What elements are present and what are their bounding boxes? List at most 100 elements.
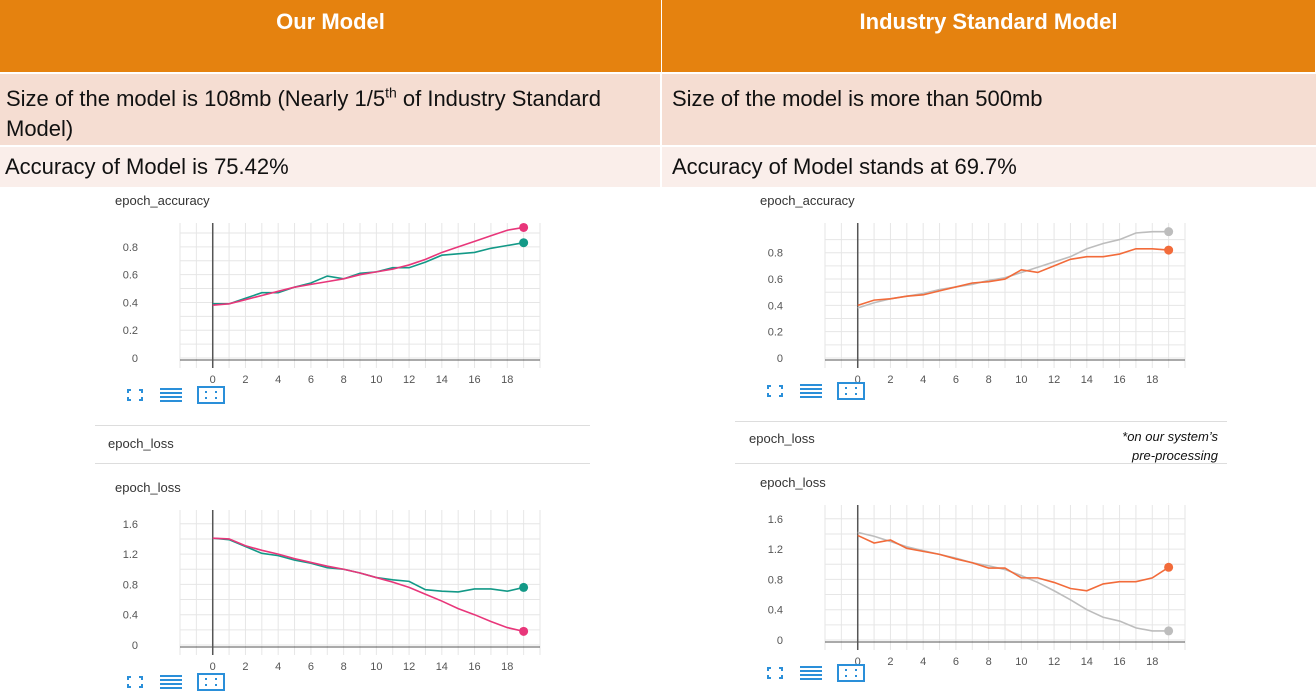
fit-domain-icon[interactable] — [197, 386, 225, 404]
fullscreen-icon[interactable] — [125, 674, 145, 690]
y-tick-label: 0 — [132, 353, 138, 365]
y-tick-label: 0.4 — [768, 300, 783, 312]
toggle-log-icon[interactable] — [799, 383, 823, 399]
col1-accuracy-cell: Accuracy of Model is 75.42% — [0, 147, 660, 187]
chart-title: epoch_accuracy — [760, 193, 855, 208]
y-tick-label: 0 — [777, 635, 783, 647]
x-tick-label: 12 — [1048, 374, 1060, 386]
right-accuracy-toolbar — [765, 382, 865, 400]
left-loss-chart: epoch_loss 0 0.4 0.8 1.2 1.6 0 2 4 6 8 10 12 14 16 18 — [115, 480, 541, 673]
y-tick-label: 1.6 — [123, 519, 138, 531]
x-tick-label: 14 — [436, 374, 448, 386]
y-tick-label: 0.8 — [123, 579, 138, 591]
x-tick-label: 8 — [986, 656, 992, 668]
x-tick-label: 2 — [887, 374, 893, 386]
x-tick-label: 18 — [501, 661, 513, 673]
left-section-label: epoch_loss — [108, 436, 174, 451]
y-tick-label: 1.6 — [768, 514, 783, 526]
y-tick-label: 1.2 — [123, 549, 138, 561]
series-line — [212, 537, 524, 633]
chart-title: epoch_accuracy — [115, 193, 210, 208]
series-end-point — [519, 582, 529, 592]
right-loss-toolbar — [765, 664, 865, 682]
y-tick-label: 0.4 — [123, 610, 138, 622]
col2-size-cell: Size of the model is more than 500mb — [662, 74, 1316, 145]
x-tick-label: 16 — [468, 661, 480, 673]
chart-title: epoch_loss — [760, 475, 826, 490]
series-end-point — [1164, 626, 1174, 636]
y-tick-label: 1.2 — [768, 544, 783, 556]
x-tick-label: 8 — [986, 374, 992, 386]
series-end-point — [1164, 562, 1174, 572]
x-tick-label: 6 — [953, 374, 959, 386]
x-tick-label: 6 — [308, 661, 314, 673]
x-tick-label: 10 — [1015, 656, 1027, 668]
x-tick-label: 0 — [210, 374, 216, 386]
col1-header: Our Model — [0, 0, 662, 72]
y-tick-label: 0.2 — [768, 327, 783, 339]
x-tick-label: 12 — [1048, 656, 1060, 668]
x-tick-label: 4 — [275, 661, 281, 673]
x-tick-label: 2 — [887, 656, 893, 668]
x-tick-label: 4 — [920, 374, 926, 386]
x-tick-label: 14 — [436, 661, 448, 673]
fit-domain-icon[interactable] — [837, 382, 865, 400]
fit-domain-icon[interactable] — [837, 664, 865, 682]
x-tick-label: 8 — [341, 661, 347, 673]
y-tick-label: 0.2 — [123, 325, 138, 337]
y-tick-label: 0 — [132, 640, 138, 652]
x-tick-label: 10 — [370, 374, 382, 386]
fullscreen-icon[interactable] — [765, 665, 785, 681]
y-tick-label: 0.8 — [123, 242, 138, 254]
series-end-point — [519, 626, 529, 636]
col1-size-sup: th — [385, 84, 397, 101]
x-tick-label: 4 — [275, 374, 281, 386]
col2-accuracy-cell: Accuracy of Model stands at 69.7% — [662, 147, 1316, 187]
right-section-divider-bottom — [735, 463, 1227, 464]
x-tick-label: 16 — [468, 374, 480, 386]
x-tick-label: 16 — [1113, 656, 1125, 668]
x-tick-label: 0 — [855, 374, 861, 386]
x-tick-label: 4 — [920, 656, 926, 668]
right-section-label: epoch_loss — [749, 431, 815, 446]
fit-domain-icon[interactable] — [197, 673, 225, 691]
toggle-log-icon[interactable] — [159, 674, 183, 690]
x-tick-label: 14 — [1081, 374, 1093, 386]
footnote: *on our system’s pre-processing — [1060, 427, 1218, 465]
col2-size-text: Size of the model is more than 500mb — [672, 86, 1043, 111]
series-line — [857, 534, 1170, 592]
left-section-divider-bottom — [95, 463, 590, 464]
fullscreen-icon[interactable] — [765, 383, 785, 399]
left-loss-toolbar — [125, 673, 225, 691]
series-end-point — [519, 238, 529, 248]
col1-accuracy-text: Accuracy of Model is 75.42% — [5, 154, 289, 179]
series-end-point — [1164, 245, 1174, 255]
left-accuracy-toolbar — [125, 386, 225, 404]
series-end-point — [1164, 227, 1174, 237]
x-tick-label: 18 — [1146, 656, 1158, 668]
x-tick-label: 10 — [370, 661, 382, 673]
series-end-point — [519, 222, 529, 232]
left-section-divider-top — [95, 425, 590, 426]
y-tick-label: 0.4 — [123, 297, 138, 309]
x-tick-label: 10 — [1015, 374, 1027, 386]
x-tick-label: 12 — [403, 374, 415, 386]
toggle-log-icon[interactable] — [159, 387, 183, 403]
fullscreen-icon[interactable] — [125, 387, 145, 403]
footnote-line1: *on our system’s — [1122, 429, 1218, 444]
x-tick-label: 12 — [403, 661, 415, 673]
chart-title: epoch_loss — [115, 480, 181, 495]
series-line — [212, 226, 524, 307]
right-accuracy-chart: epoch_accuracy 0 0.2 0.4 0.6 0.8 0 2 4 6 8 10 12 14 16… — [760, 193, 1186, 386]
col2-accuracy-text: Accuracy of Model stands at 69.7% — [672, 154, 1017, 179]
x-tick-label: 8 — [341, 374, 347, 386]
x-tick-label: 18 — [501, 374, 513, 386]
x-tick-label: 16 — [1113, 374, 1125, 386]
toggle-log-icon[interactable] — [799, 665, 823, 681]
x-tick-label: 2 — [242, 374, 248, 386]
col1-size-suffix: of Industry Standard Model) — [6, 86, 601, 141]
x-tick-label: 0 — [210, 661, 216, 673]
y-tick-label: 0.4 — [768, 605, 783, 617]
col1-size-cell: Size of the model is 108mb (Nearly 1/5th… — [0, 74, 660, 145]
x-tick-label: 14 — [1081, 656, 1093, 668]
